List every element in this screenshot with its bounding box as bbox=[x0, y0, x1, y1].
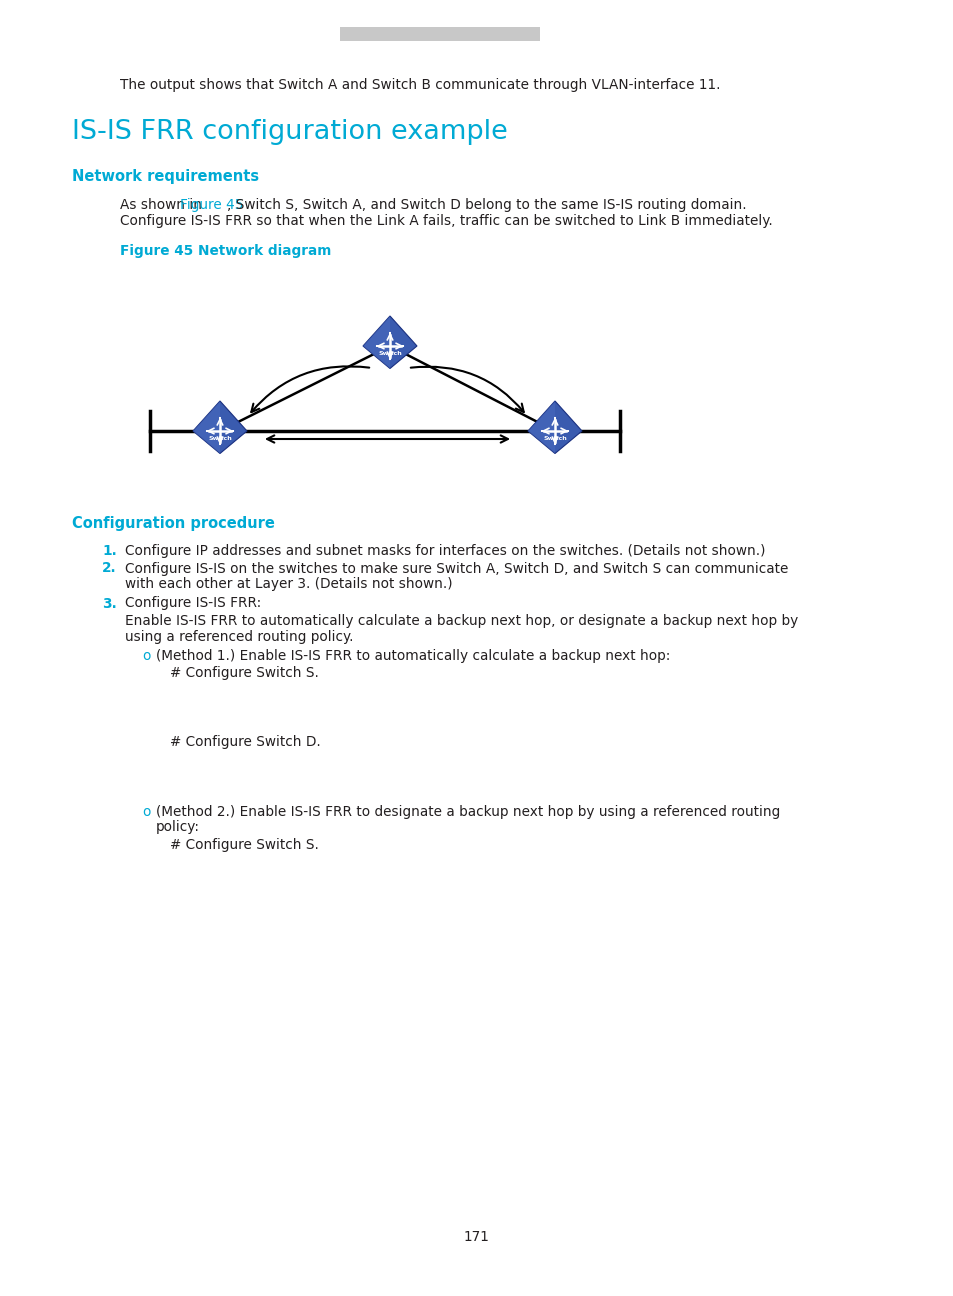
Text: # Configure Switch D.: # Configure Switch D. bbox=[170, 735, 320, 749]
Polygon shape bbox=[527, 400, 555, 454]
Text: Figure 45: Figure 45 bbox=[180, 198, 243, 213]
Polygon shape bbox=[193, 400, 247, 454]
Text: (Method 1.) Enable IS-IS FRR to automatically calculate a backup next hop:: (Method 1.) Enable IS-IS FRR to automati… bbox=[156, 649, 670, 664]
Polygon shape bbox=[193, 400, 220, 454]
Polygon shape bbox=[363, 316, 416, 368]
Text: Configure IS-IS on the switches to make sure Switch A, Switch D, and Switch S ca: Configure IS-IS on the switches to make … bbox=[125, 561, 787, 575]
Text: The output shows that Switch A and Switch B communicate through VLAN-interface 1: The output shows that Switch A and Switc… bbox=[120, 78, 720, 92]
Text: Network requirements: Network requirements bbox=[71, 168, 259, 184]
Text: Switch: Switch bbox=[208, 435, 232, 441]
Text: Configure IS-IS FRR:: Configure IS-IS FRR: bbox=[125, 596, 261, 610]
Text: Enable IS-IS FRR to automatically calculate a backup next hop, or designate a ba: Enable IS-IS FRR to automatically calcul… bbox=[125, 614, 798, 629]
Text: policy:: policy: bbox=[156, 820, 200, 835]
Text: 171: 171 bbox=[463, 1230, 490, 1244]
Text: using a referenced routing policy.: using a referenced routing policy. bbox=[125, 630, 354, 644]
Text: Configuration procedure: Configuration procedure bbox=[71, 516, 274, 531]
Text: o: o bbox=[142, 649, 151, 664]
Text: (Method 2.) Enable IS-IS FRR to designate a backup next hop by using a reference: (Method 2.) Enable IS-IS FRR to designat… bbox=[156, 805, 780, 819]
Bar bbox=[339, 27, 539, 41]
Polygon shape bbox=[527, 400, 581, 454]
Text: As shown in: As shown in bbox=[120, 198, 206, 213]
FancyArrowPatch shape bbox=[251, 367, 369, 412]
Text: # Configure Switch S.: # Configure Switch S. bbox=[170, 666, 318, 679]
Text: 1.: 1. bbox=[102, 544, 116, 559]
Text: , Switch S, Switch A, and Switch D belong to the same IS-IS routing domain.: , Switch S, Switch A, and Switch D belon… bbox=[227, 198, 746, 213]
Text: with each other at Layer 3. (Details not shown.): with each other at Layer 3. (Details not… bbox=[125, 577, 452, 591]
Text: IS-IS FRR configuration example: IS-IS FRR configuration example bbox=[71, 119, 507, 145]
Text: Figure 45 Network diagram: Figure 45 Network diagram bbox=[120, 244, 331, 258]
Text: Configure IS-IS FRR so that when the Link A fails, traffic can be switched to Li: Configure IS-IS FRR so that when the Lin… bbox=[120, 214, 772, 228]
FancyArrowPatch shape bbox=[411, 367, 523, 412]
Polygon shape bbox=[363, 316, 390, 368]
Text: Switch: Switch bbox=[377, 351, 401, 356]
Text: # Configure Switch S.: # Configure Switch S. bbox=[170, 839, 318, 851]
Text: o: o bbox=[142, 805, 151, 819]
Text: 2.: 2. bbox=[102, 561, 116, 575]
Text: 3.: 3. bbox=[102, 596, 116, 610]
FancyArrowPatch shape bbox=[267, 435, 507, 443]
Text: Switch: Switch bbox=[542, 435, 566, 441]
Text: Configure IP addresses and subnet masks for interfaces on the switches. (Details: Configure IP addresses and subnet masks … bbox=[125, 544, 764, 559]
